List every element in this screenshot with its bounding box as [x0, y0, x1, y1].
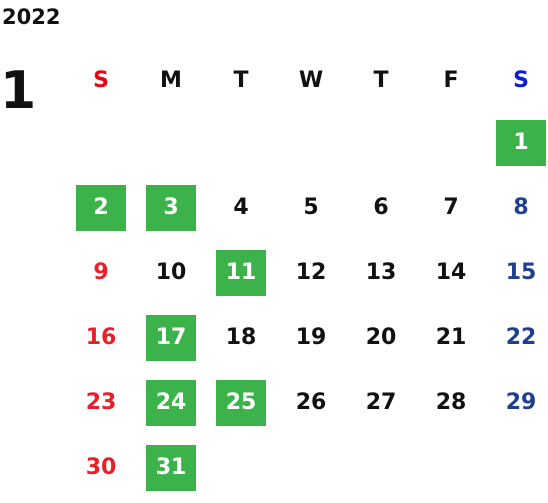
day-number: 6 — [373, 195, 389, 220]
holiday-day-cell: 3 — [136, 175, 206, 240]
day-number: 23 — [85, 390, 117, 415]
weekday-header-tuesday: T — [233, 67, 249, 93]
day-cell: 7 — [416, 175, 486, 240]
day-number: 3 — [146, 184, 196, 231]
calendar-grid: S M T W T F S 1 2 3 4 5 6 7 8 9 10 11 12 13 14 15 16 17 1… — [66, 50, 548, 500]
day-number: 26 — [295, 390, 327, 415]
empty-day-cell — [416, 435, 486, 500]
day-cell: 29 — [486, 370, 548, 435]
holiday-day-cell: 31 — [136, 435, 206, 500]
weekday-header-wednesday: W — [298, 67, 324, 93]
day-number: 13 — [365, 260, 397, 285]
day-number: 29 — [505, 390, 537, 415]
empty-day-cell — [276, 435, 346, 500]
day-number: 28 — [435, 390, 467, 415]
day-cell: 30 — [66, 435, 136, 500]
day-number: 24 — [146, 379, 196, 426]
day-cell: 8 — [486, 175, 548, 240]
empty-day-cell — [346, 435, 416, 500]
day-number: 10 — [155, 260, 187, 285]
day-cell: 27 — [346, 370, 416, 435]
holiday-day-cell: 1 — [486, 110, 548, 175]
day-number: 11 — [216, 249, 266, 296]
weekday-header-sunday: S — [93, 67, 109, 93]
empty-day-cell — [486, 435, 548, 500]
day-number: 9 — [93, 260, 109, 285]
day-cell: 16 — [66, 305, 136, 370]
day-cell: 4 — [206, 175, 276, 240]
day-number: 2 — [76, 184, 126, 231]
day-cell: 26 — [276, 370, 346, 435]
day-number: 15 — [505, 260, 537, 285]
empty-day-cell — [346, 110, 416, 175]
day-number: 4 — [233, 195, 249, 220]
day-number: 22 — [505, 325, 537, 350]
day-cell: 13 — [346, 240, 416, 305]
day-cell: 23 — [66, 370, 136, 435]
holiday-day-cell: 2 — [66, 175, 136, 240]
empty-day-cell — [136, 110, 206, 175]
day-number: 17 — [146, 314, 196, 361]
empty-day-cell — [416, 110, 486, 175]
day-cell: 28 — [416, 370, 486, 435]
day-cell: 22 — [486, 305, 548, 370]
holiday-day-cell: 17 — [136, 305, 206, 370]
holiday-day-cell: 24 — [136, 370, 206, 435]
day-number: 25 — [216, 379, 266, 426]
day-cell: 9 — [66, 240, 136, 305]
day-number: 1 — [496, 119, 546, 166]
day-number: 18 — [225, 325, 257, 350]
day-cell: 19 — [276, 305, 346, 370]
weekday-header-monday: M — [160, 67, 182, 93]
day-number: 8 — [513, 195, 529, 220]
day-number: 19 — [295, 325, 327, 350]
day-number: 16 — [85, 325, 117, 350]
empty-day-cell — [206, 110, 276, 175]
weekday-header-saturday: S — [513, 67, 529, 93]
day-cell: 14 — [416, 240, 486, 305]
day-number: 7 — [443, 195, 459, 220]
weekday-header-thursday: T — [373, 67, 389, 93]
year-label: 2022 — [2, 5, 61, 29]
day-number: 30 — [85, 455, 117, 480]
day-cell: 6 — [346, 175, 416, 240]
day-number: 12 — [295, 260, 327, 285]
empty-day-cell — [276, 110, 346, 175]
day-number: 27 — [365, 390, 397, 415]
holiday-day-cell: 25 — [206, 370, 276, 435]
month-number: 1 — [0, 61, 37, 121]
day-number: 20 — [365, 325, 397, 350]
day-cell: 12 — [276, 240, 346, 305]
day-cell: 15 — [486, 240, 548, 305]
weekday-header-friday: F — [443, 67, 459, 93]
day-cell: 21 — [416, 305, 486, 370]
day-number: 21 — [435, 325, 467, 350]
day-number: 14 — [435, 260, 467, 285]
day-number: 31 — [146, 444, 196, 491]
holiday-day-cell: 11 — [206, 240, 276, 305]
empty-day-cell — [206, 435, 276, 500]
day-cell: 18 — [206, 305, 276, 370]
day-cell: 10 — [136, 240, 206, 305]
day-cell: 5 — [276, 175, 346, 240]
day-cell: 20 — [346, 305, 416, 370]
empty-day-cell — [66, 110, 136, 175]
day-number: 5 — [303, 195, 319, 220]
